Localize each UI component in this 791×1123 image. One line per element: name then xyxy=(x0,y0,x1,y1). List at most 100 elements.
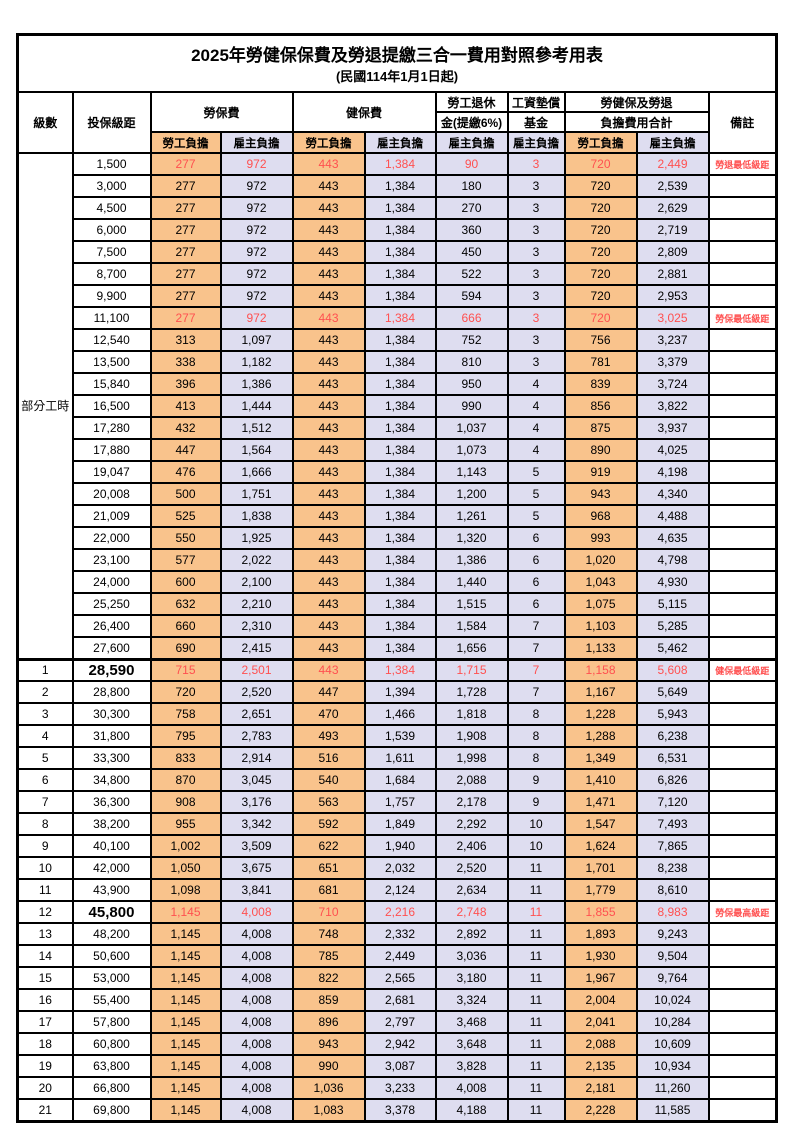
labor-insurance-employee-cell: 396 xyxy=(149,372,222,396)
total-employer-cell: 10,284 xyxy=(635,1010,710,1034)
total-employee-cell: 1,855 xyxy=(563,900,638,924)
labor-insurance-employer-cell: 972 xyxy=(219,218,294,242)
table-row: 12 45,800 1,145 4,008 710 2,216 2,748 11 1,855 8,… xyxy=(16,900,778,924)
pension-employer-cell: 1,818 xyxy=(434,702,509,726)
bracket-cell: 27,600 xyxy=(71,636,152,660)
wage-fund-employer-cell: 11 xyxy=(506,900,566,924)
col-header-bracket: 投保級距 xyxy=(71,91,152,154)
bracket-cell: 6,000 xyxy=(71,218,152,242)
remark-cell xyxy=(707,350,778,374)
table-row: 27,600 690 2,415 443 1,384 1,656 7 1,133 5,462 xyxy=(18,636,778,660)
pension-employer-cell: 810 xyxy=(434,350,509,374)
health-insurance-employee-cell: 443 xyxy=(291,548,366,572)
remark-cell xyxy=(707,504,778,528)
col-header-remark: 備註 xyxy=(707,91,778,154)
labor-insurance-employer-cell: 972 xyxy=(219,284,294,308)
total-employee-cell: 1,349 xyxy=(563,746,638,770)
remark-cell xyxy=(707,966,778,990)
health-insurance-employee-cell: 443 xyxy=(291,218,366,242)
total-employee-cell: 1,158 xyxy=(563,657,638,682)
bracket-cell: 24,000 xyxy=(71,570,152,594)
pension-employer-cell: 450 xyxy=(434,240,509,264)
labor-insurance-employer-cell: 3,342 xyxy=(219,812,294,836)
remark-cell xyxy=(707,790,778,814)
col-header-total-line1: 勞健保及勞退 xyxy=(563,91,710,113)
premium-reference-table: 2025年勞健保保費及勞退提繳三合一費用對照參考用表 (民國114年1月1日起)… xyxy=(16,33,778,1123)
page-title: 2025年勞健保保費及勞退提繳三合一費用對照參考用表 xyxy=(191,45,603,65)
table-row: 9,900 277 972 443 1,384 594 3 720 2,953 xyxy=(18,284,778,308)
pension-employer-cell: 1,728 xyxy=(434,680,509,704)
labor-insurance-employer-cell: 4,008 xyxy=(219,922,294,946)
health-insurance-employer-cell: 1,849 xyxy=(363,812,437,836)
remark-cell xyxy=(707,394,778,418)
bracket-cell: 7,500 xyxy=(71,240,152,264)
labor-insurance-employer-cell: 972 xyxy=(219,306,294,330)
total-employer-cell: 7,120 xyxy=(635,790,710,814)
labor-insurance-employee-cell: 1,145 xyxy=(149,1076,222,1100)
total-employee-cell: 1,471 xyxy=(563,790,638,814)
bracket-cell: 28,590 xyxy=(71,657,152,682)
remark-cell xyxy=(707,196,778,220)
total-employer-cell: 2,881 xyxy=(635,262,710,286)
bracket-cell: 48,200 xyxy=(71,922,152,946)
pension-employer-cell: 752 xyxy=(434,328,509,352)
labor-insurance-employee-cell: 338 xyxy=(149,350,222,374)
labor-insurance-employee-cell: 277 xyxy=(149,152,222,176)
level-cell: 17 xyxy=(16,1010,74,1034)
total-employee-cell: 720 xyxy=(563,240,638,264)
pension-employer-cell: 3,828 xyxy=(434,1054,509,1078)
table-row: 17,280 432 1,512 443 1,384 1,037 4 875 3,937 xyxy=(18,416,778,440)
health-insurance-employee-cell: 622 xyxy=(291,834,366,858)
wage-fund-employer-cell: 7 xyxy=(506,614,566,638)
subheader-total-employee: 勞工負擔 xyxy=(563,131,638,154)
total-employer-cell: 4,930 xyxy=(635,570,710,594)
total-employer-cell: 6,531 xyxy=(635,746,710,770)
wage-fund-employer-cell: 11 xyxy=(506,1054,566,1078)
health-insurance-employee-cell: 592 xyxy=(291,812,366,836)
remark-cell xyxy=(707,856,778,880)
wage-fund-employer-cell: 11 xyxy=(506,1076,566,1100)
total-employee-cell: 839 xyxy=(563,372,638,396)
remark-cell xyxy=(707,372,778,396)
labor-insurance-employee-cell: 1,145 xyxy=(149,988,222,1012)
total-employer-cell: 4,635 xyxy=(635,526,710,550)
pension-employer-cell: 1,320 xyxy=(434,526,509,550)
level-cell: 13 xyxy=(16,922,74,946)
labor-insurance-employer-cell: 2,310 xyxy=(219,614,294,638)
health-insurance-employee-cell: 563 xyxy=(291,790,366,814)
labor-insurance-employee-cell: 500 xyxy=(149,482,222,506)
health-insurance-employer-cell: 1,384 xyxy=(363,636,437,660)
health-insurance-employer-cell: 1,384 xyxy=(363,174,437,198)
total-employer-cell: 4,798 xyxy=(635,548,710,572)
labor-insurance-employer-cell: 4,008 xyxy=(219,966,294,990)
total-employer-cell: 2,449 xyxy=(635,152,710,176)
labor-insurance-employee-cell: 1,145 xyxy=(149,1054,222,1078)
wage-fund-employer-cell: 7 xyxy=(506,680,566,704)
health-insurance-employer-cell: 2,681 xyxy=(363,988,437,1012)
bracket-cell: 3,000 xyxy=(71,174,152,198)
labor-insurance-employee-cell: 277 xyxy=(149,218,222,242)
bracket-cell: 43,900 xyxy=(71,878,152,902)
col-header-pension-line1: 勞工退休 xyxy=(434,91,509,113)
pension-employer-cell: 594 xyxy=(434,284,509,308)
total-employer-cell: 3,822 xyxy=(635,394,710,418)
level-cell: 15 xyxy=(16,966,74,990)
wage-fund-employer-cell: 3 xyxy=(506,240,566,264)
bracket-cell: 38,200 xyxy=(71,812,152,836)
total-employee-cell: 2,228 xyxy=(563,1098,638,1122)
remark-cell xyxy=(707,768,778,792)
pension-employer-cell: 90 xyxy=(434,152,509,176)
total-employee-cell: 720 xyxy=(563,284,638,308)
labor-insurance-employee-cell: 795 xyxy=(149,724,222,748)
total-employer-cell: 11,260 xyxy=(635,1076,710,1100)
level-cell: 3 xyxy=(16,702,74,726)
col-header-pension-line2: 金(提繳6%) xyxy=(434,111,509,133)
pension-employer-cell: 990 xyxy=(434,394,509,418)
labor-insurance-employee-cell: 1,098 xyxy=(149,878,222,902)
col-header-total-line2: 負擔費用合計 xyxy=(563,111,710,133)
labor-insurance-employee-cell: 277 xyxy=(149,262,222,286)
bracket-cell: 1,500 xyxy=(71,152,152,176)
wage-fund-employer-cell: 3 xyxy=(506,284,566,308)
level-cell: 14 xyxy=(16,944,74,968)
labor-insurance-employer-cell: 4,008 xyxy=(219,1098,294,1122)
